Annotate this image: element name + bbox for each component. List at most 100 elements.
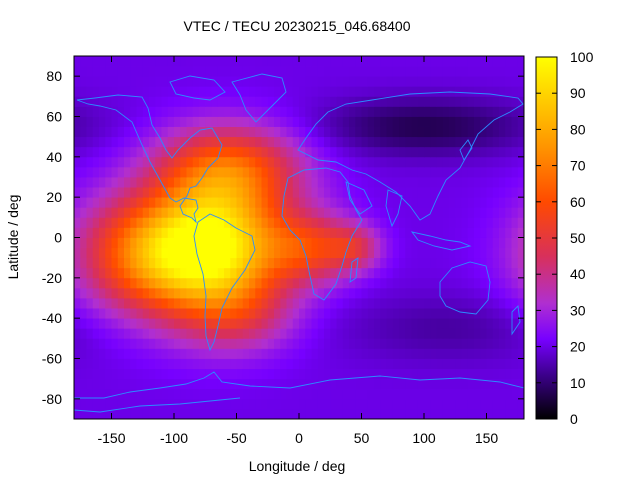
heatmap-cell — [92, 126, 100, 138]
heatmap-cell — [511, 86, 519, 97]
heatmap-cell — [130, 207, 137, 218]
heatmap-cell — [517, 298, 524, 309]
heatmap-cell — [480, 378, 487, 390]
heatmap-cell — [274, 348, 281, 359]
heatmap-cell — [111, 227, 119, 238]
heatmap-cell — [411, 56, 419, 67]
heatmap-cell — [136, 318, 144, 329]
heatmap-cell — [242, 267, 250, 279]
heatmap-cell — [186, 287, 194, 299]
heatmap-cell — [442, 298, 450, 309]
heatmap-cell — [299, 318, 306, 329]
heatmap-cell — [255, 348, 262, 359]
heatmap-cell — [224, 207, 231, 218]
heatmap-cell — [342, 166, 350, 178]
heatmap-cell — [336, 358, 344, 369]
heatmap-cell — [311, 378, 319, 390]
heatmap-cell — [261, 126, 269, 138]
heatmap-cell — [155, 56, 162, 67]
heatmap-cell — [317, 66, 325, 77]
heatmap-cell — [242, 177, 250, 188]
heatmap-cell — [436, 257, 444, 269]
heatmap-cell — [511, 126, 519, 138]
heatmap-cell — [374, 247, 381, 259]
heatmap-cell — [336, 368, 344, 380]
heatmap-cell — [480, 348, 487, 359]
heatmap-cell — [211, 318, 219, 329]
heatmap-cell — [74, 166, 81, 178]
heatmap-cell — [74, 177, 81, 188]
heatmap-cell — [324, 146, 331, 158]
heatmap-cell — [374, 106, 381, 117]
heatmap-cell — [317, 257, 325, 269]
heatmap-cell — [399, 66, 406, 77]
heatmap-cell — [517, 318, 524, 329]
heatmap-cell — [442, 177, 450, 188]
heatmap-cell — [255, 136, 262, 148]
heatmap-cell — [336, 76, 344, 87]
heatmap-cell — [142, 237, 150, 248]
heatmap-cell — [336, 348, 344, 359]
heatmap-cell — [386, 217, 394, 228]
heatmap-cell — [224, 106, 231, 117]
heatmap-cell — [217, 106, 225, 117]
y-tick-label: 40 — [46, 149, 62, 165]
heatmap-cell — [111, 358, 119, 369]
heatmap-cell — [274, 398, 281, 410]
heatmap-cell — [86, 237, 94, 248]
heatmap-cell — [486, 136, 494, 148]
heatmap-cell — [167, 287, 175, 299]
heatmap-cell — [155, 146, 162, 158]
heatmap-cell — [217, 358, 225, 369]
heatmap-cell — [361, 328, 369, 339]
heatmap-cell — [299, 177, 306, 188]
heatmap-cell — [280, 257, 287, 269]
heatmap-cell — [230, 166, 237, 178]
heatmap-cell — [474, 378, 481, 390]
heatmap-cell — [330, 368, 337, 380]
heatmap-cell — [174, 126, 181, 138]
heatmap-cell — [274, 126, 281, 138]
heatmap-cell — [80, 136, 87, 148]
heatmap-cell — [149, 318, 156, 329]
heatmap-cell — [455, 277, 462, 289]
heatmap-cell — [186, 267, 194, 279]
heatmap-cell — [305, 126, 312, 138]
heatmap-cell — [167, 207, 175, 218]
heatmap-cell — [74, 126, 81, 138]
heatmap-cell — [417, 126, 425, 138]
heatmap-cell — [511, 368, 519, 380]
heatmap-cell — [324, 348, 331, 359]
heatmap-cell — [155, 308, 162, 319]
heatmap-cell — [142, 86, 150, 97]
heatmap-cell — [292, 227, 300, 238]
heatmap-cell — [449, 308, 456, 319]
heatmap-cell — [192, 187, 200, 198]
heatmap-cell — [249, 378, 256, 390]
heatmap-cell — [74, 66, 81, 77]
heatmap-cell — [411, 328, 419, 339]
heatmap-cell — [486, 56, 494, 67]
heatmap-cell — [142, 156, 150, 168]
heatmap-cell — [436, 177, 444, 188]
heatmap-cell — [317, 177, 325, 188]
heatmap-cell — [86, 86, 94, 97]
heatmap-cell — [430, 187, 437, 198]
heatmap-cell — [149, 56, 156, 67]
heatmap-cell — [274, 247, 281, 259]
heatmap-cell — [74, 398, 81, 410]
heatmap-cell — [486, 197, 494, 208]
heatmap-cell — [199, 237, 206, 248]
heatmap-cell — [442, 86, 450, 97]
heatmap-cell — [367, 277, 375, 289]
heatmap-cell — [399, 277, 406, 289]
heatmap-cell — [111, 166, 119, 178]
heatmap-cell — [124, 257, 131, 269]
heatmap-cell — [511, 247, 519, 259]
heatmap-cell — [130, 187, 137, 198]
heatmap-cell — [461, 217, 469, 228]
heatmap-cell — [217, 126, 225, 138]
heatmap-cell — [436, 368, 444, 380]
heatmap-cell — [130, 358, 137, 369]
heatmap-cell — [442, 247, 450, 259]
